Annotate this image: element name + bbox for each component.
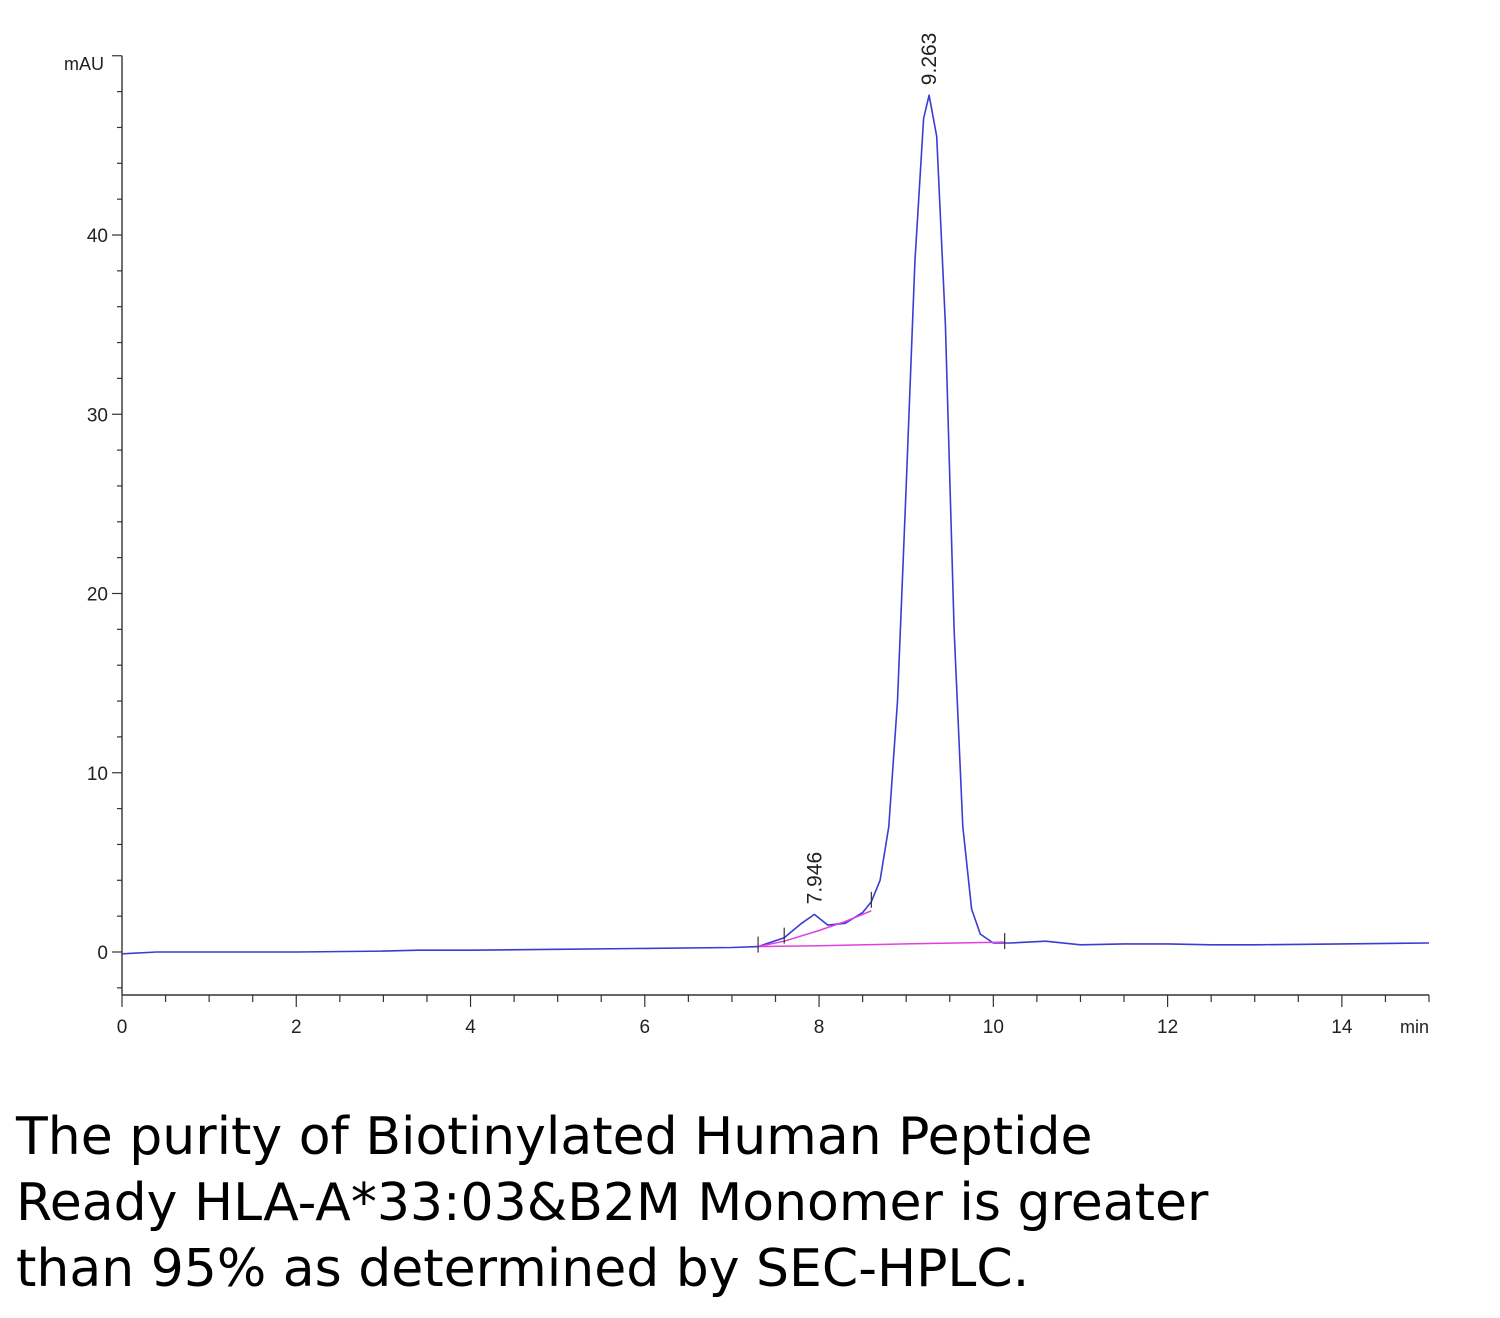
x-tick-label: 6 bbox=[640, 1017, 651, 1038]
y-axis-label: mAU bbox=[64, 54, 104, 74]
chromatogram-chart: 0 10 20 30 40 mAU 0 2 4 6 8 10 12 14 min 7.946 9.263 bbox=[64, 33, 1430, 1038]
baseline-trace bbox=[757, 910, 872, 948]
x-tick-label: 10 bbox=[983, 1017, 1004, 1038]
peak-label: 9.263 bbox=[918, 33, 941, 86]
peak-label: 7.946 bbox=[803, 852, 826, 905]
y-tick-label: 10 bbox=[87, 764, 108, 785]
y-tick-label: 30 bbox=[87, 405, 108, 426]
y-tick-label: 40 bbox=[87, 226, 108, 247]
x-tick-label: 14 bbox=[1331, 1017, 1353, 1038]
caption-line-1: The purity of Biotinylated Human Peptide bbox=[16, 1107, 1093, 1167]
baseline-trace bbox=[758, 941, 1005, 948]
y-tick-label: 0 bbox=[97, 943, 108, 964]
x-tick-label: 2 bbox=[291, 1017, 302, 1038]
signal-trace bbox=[121, 94, 1430, 955]
x-axis-label: min bbox=[1400, 1017, 1429, 1037]
x-tick-label: 4 bbox=[465, 1017, 476, 1038]
series-group bbox=[121, 94, 1430, 955]
caption-line-3: than 95% as determined by SEC-HPLC. bbox=[16, 1239, 1030, 1299]
x-tick-label: 12 bbox=[1157, 1017, 1178, 1038]
x-tick-label: 0 bbox=[117, 1017, 128, 1038]
caption-line-2: Ready HLA-A*33:03&B2M Monomer is greater bbox=[16, 1173, 1209, 1233]
peak-labels: 7.946 9.263 bbox=[803, 33, 941, 905]
axes: 0 10 20 30 40 mAU 0 2 4 6 8 10 12 14 min bbox=[64, 54, 1430, 1038]
figure-caption: The purity of Biotinylated Human Peptide… bbox=[16, 1104, 1486, 1302]
x-tick-label: 8 bbox=[814, 1017, 825, 1038]
y-tick-label: 20 bbox=[87, 585, 108, 606]
